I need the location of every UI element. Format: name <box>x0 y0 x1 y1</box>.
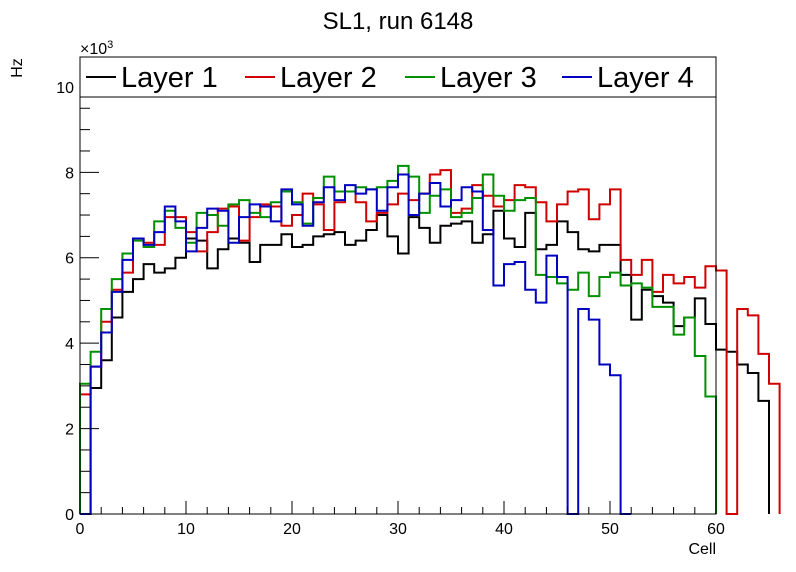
series-line-layer-3 <box>79 164 717 514</box>
x-tick-label: 10 <box>177 521 195 538</box>
chart-title: SL1, run 6148 <box>323 8 474 35</box>
y-tick-label: 2 <box>65 422 74 439</box>
legend-label-layer-1: Layer 1 <box>121 62 218 94</box>
legend-label-layer-3: Layer 3 <box>440 62 537 94</box>
x-tick-label: 50 <box>601 521 619 538</box>
x-axis-label: Cell <box>688 541 716 558</box>
y-axis-label: Hz <box>9 58 26 78</box>
x-tick-label: 20 <box>283 521 301 538</box>
y-tick-label: 0 <box>65 507 74 524</box>
legend: Layer 1 Layer 2 Layer 3 Layer 4 <box>79 56 717 98</box>
x-tick-label: 40 <box>495 521 513 538</box>
x-tick-label: 30 <box>389 521 407 538</box>
series-line-layer-1 <box>80 209 770 515</box>
axes-layer: 0 10 20 30 40 50 60 0 2 4 6 8 10 <box>56 65 725 538</box>
x-tick-label: 0 <box>76 521 85 538</box>
x-tick-label: 60 <box>707 521 725 538</box>
legend-label-layer-2: Layer 2 <box>280 62 377 94</box>
legend-label-layer-4: Layer 4 <box>597 62 694 94</box>
y-tick-label: 10 <box>56 80 74 97</box>
y-tick-label: 4 <box>65 336 74 353</box>
y-tick-label: 8 <box>65 165 74 182</box>
series-layer <box>79 164 781 515</box>
legend-box <box>79 56 717 98</box>
y-axis-multiplier: ×103 <box>80 39 113 58</box>
series-line-layer-4 <box>80 173 632 515</box>
y-tick-label: 6 <box>65 251 74 268</box>
